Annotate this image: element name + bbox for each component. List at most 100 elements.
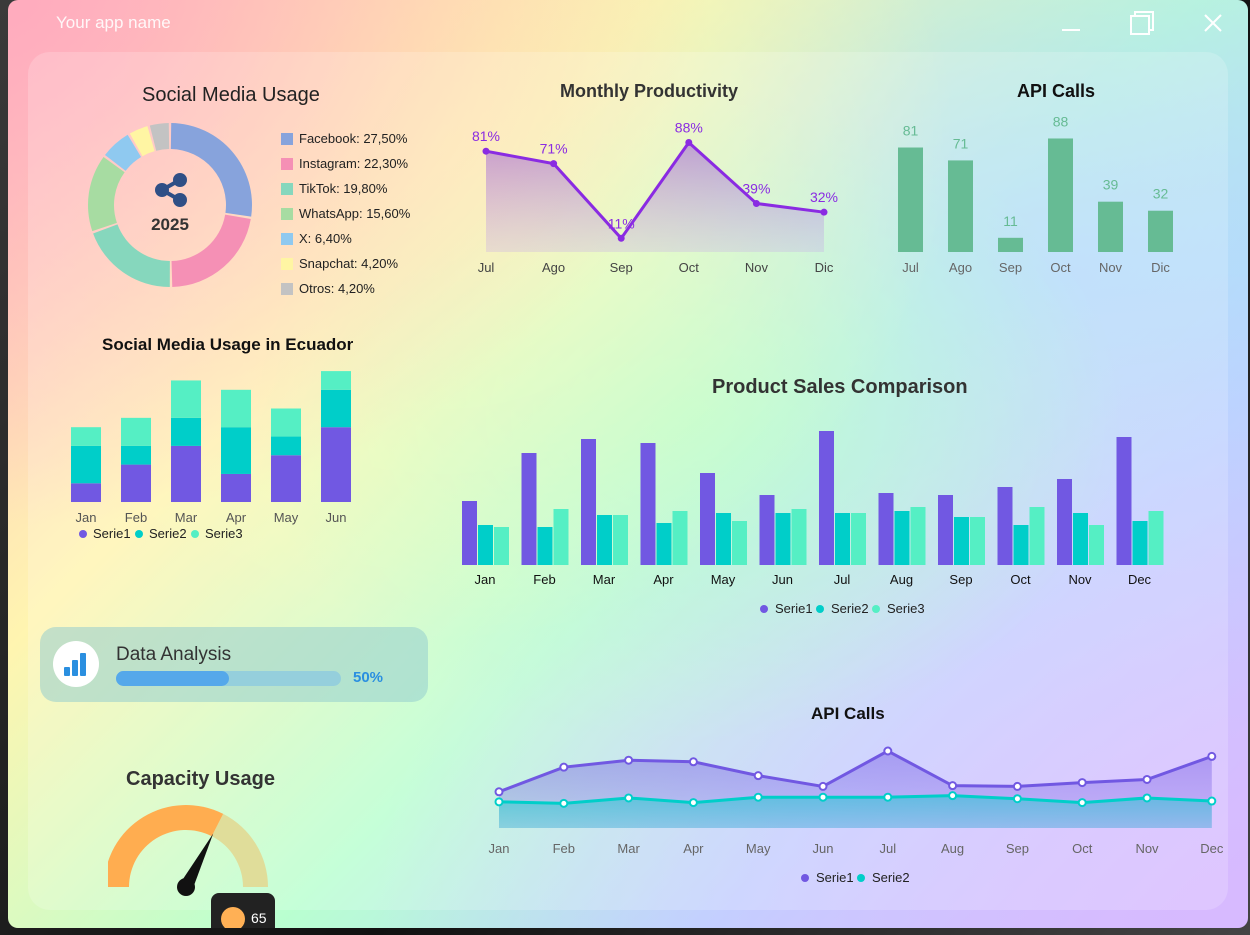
social-media-legend: Facebook: 27,50% Instagram: 22,30% TikTok:… (281, 126, 410, 301)
api-area-legend-label: Serie1 (816, 870, 854, 885)
ecuador-x-tick: Jan (76, 510, 97, 525)
sales-bar (1073, 513, 1088, 565)
productivity-point (482, 147, 490, 155)
legend-label: Facebook: 27,50% (299, 131, 408, 146)
sales-bar (700, 473, 715, 565)
ecuador-bar-segment (321, 371, 351, 390)
ecuador-bar-segment (71, 427, 101, 446)
api-area-point (559, 798, 569, 808)
sales-bar (672, 511, 688, 565)
social-media-usage-title: Social Media Usage (142, 84, 320, 106)
gauge-fill-arc (108, 805, 224, 887)
api-area-point (494, 787, 504, 797)
api-area-point (494, 797, 504, 807)
productivity-x-tick: Oct (679, 260, 700, 275)
legend-label: X: 6,40% (299, 231, 352, 246)
legend-item: Otros: 4,20% (281, 276, 410, 301)
sales-x-tick: Apr (653, 572, 674, 587)
api-area-point (753, 771, 763, 781)
api-area-line (498, 794, 1212, 805)
api-area-x-tick: Dec (1200, 841, 1224, 856)
sales-x-tick: Oct (1010, 572, 1031, 587)
sales-bar (716, 513, 731, 565)
sales-bar (997, 487, 1013, 565)
legend-label: Snapchat: 4,20% (299, 256, 399, 271)
api-bar (948, 160, 973, 252)
api-area-x-tick: Nov (1135, 841, 1159, 856)
capacity-usage-title: Capacity Usage (126, 768, 275, 790)
ecuador-legend-dot (79, 530, 87, 538)
sales-bar (1132, 521, 1148, 565)
minimize-button[interactable] (1056, 8, 1086, 38)
legend-swatch (281, 157, 293, 170)
maximize-icon (1130, 11, 1154, 35)
donut-slice (170, 123, 252, 217)
productivity-value-label: 11% (608, 215, 635, 231)
api-bar-value-label: 71 (953, 135, 969, 151)
tooltip-color-dot (221, 907, 245, 928)
api-bar-value-label: 81 (903, 123, 919, 139)
ecuador-bar-segment (221, 427, 251, 474)
app-title: Your app name (56, 13, 171, 32)
sales-legend-dot (760, 605, 768, 613)
bar-chart-icon (53, 641, 99, 687)
sales-bar (640, 443, 656, 565)
api-area-point (688, 757, 698, 767)
ecuador-legend-label: Serie2 (149, 526, 187, 541)
api-area-point (1207, 751, 1217, 761)
api-bar (998, 237, 1023, 252)
app-window: Your app name Social Media Usage 2025 Fa… (8, 0, 1248, 928)
ecuador-bar-segment (271, 408, 301, 437)
api-area-x-tick: Apr (683, 841, 704, 856)
ecuador-bar-segment (121, 464, 151, 502)
title-bar[interactable]: Your app name (8, 0, 1248, 46)
api-area-point (883, 746, 893, 756)
ecuador-x-tick: Apr (226, 510, 247, 525)
sales-bar (581, 439, 596, 565)
ecuador-bar-segment (121, 445, 151, 465)
productivity-value-label: 32% (810, 189, 838, 205)
productivity-value-label: 71% (540, 141, 568, 157)
ecuador-legend-label: Serie1 (93, 526, 131, 541)
close-icon (1204, 14, 1222, 32)
sales-bar (1148, 511, 1164, 565)
api-bar-x-tick: Ago (949, 260, 972, 275)
api-area-legend-label: Serie2 (872, 870, 910, 885)
ecuador-bar-segment (171, 417, 201, 446)
close-button[interactable] (1198, 8, 1228, 38)
gauge-track-arc (211, 813, 268, 887)
data-analysis-card[interactable]: Data Analysis 50% (40, 627, 428, 702)
api-area-point (1077, 798, 1087, 808)
product-sales-chart: Jan Feb Mar Apr May Jun Jul Aug Sep Oct Nov Dec Seri… (462, 431, 1164, 616)
monthly-productivity-chart: 81% Jul 71% Ago 11% Sep 88% Oct 39% Nov 32% Dic (472, 119, 838, 275)
ecuador-bar-segment (121, 417, 151, 446)
sales-x-tick: Jan (475, 572, 496, 587)
donut-slice (171, 214, 251, 287)
legend-item: Facebook: 27,50% (281, 126, 410, 151)
api-area-point (624, 755, 634, 765)
legend-item: Snapchat: 4,20% (281, 251, 410, 276)
ecuador-bar-segment (271, 436, 301, 456)
api-calls-area-chart: Jan Feb Mar Apr May Jun Jul Aug Sep Oct Nov Dec Seri… (489, 746, 1224, 885)
api-area-point (948, 781, 958, 791)
ecuador-bar-segment (221, 473, 251, 502)
api-bar (1098, 201, 1123, 252)
sales-bar (970, 517, 985, 565)
social-media-donut-chart: 2025 (87, 123, 252, 287)
ecuador-bar-segment (321, 427, 351, 502)
sales-x-tick: Sep (949, 572, 972, 587)
ecuador-legend-label: Serie3 (205, 526, 243, 541)
api-area-point (753, 792, 763, 802)
api-area-line (498, 749, 1213, 794)
legend-item: WhatsApp: 15,60% (281, 201, 410, 226)
sales-x-tick: Feb (533, 572, 555, 587)
api-area-point (818, 792, 828, 802)
maximize-button[interactable] (1127, 8, 1157, 38)
api-area-point (1142, 774, 1152, 784)
productivity-x-tick: Jul (478, 260, 495, 275)
ecuador-x-tick: Feb (125, 510, 147, 525)
sales-bar (851, 513, 866, 565)
legend-label: Instagram: 22,30% (299, 156, 409, 171)
ecuador-bar-segment (221, 389, 251, 428)
api-area-x-tick: Mar (617, 841, 640, 856)
